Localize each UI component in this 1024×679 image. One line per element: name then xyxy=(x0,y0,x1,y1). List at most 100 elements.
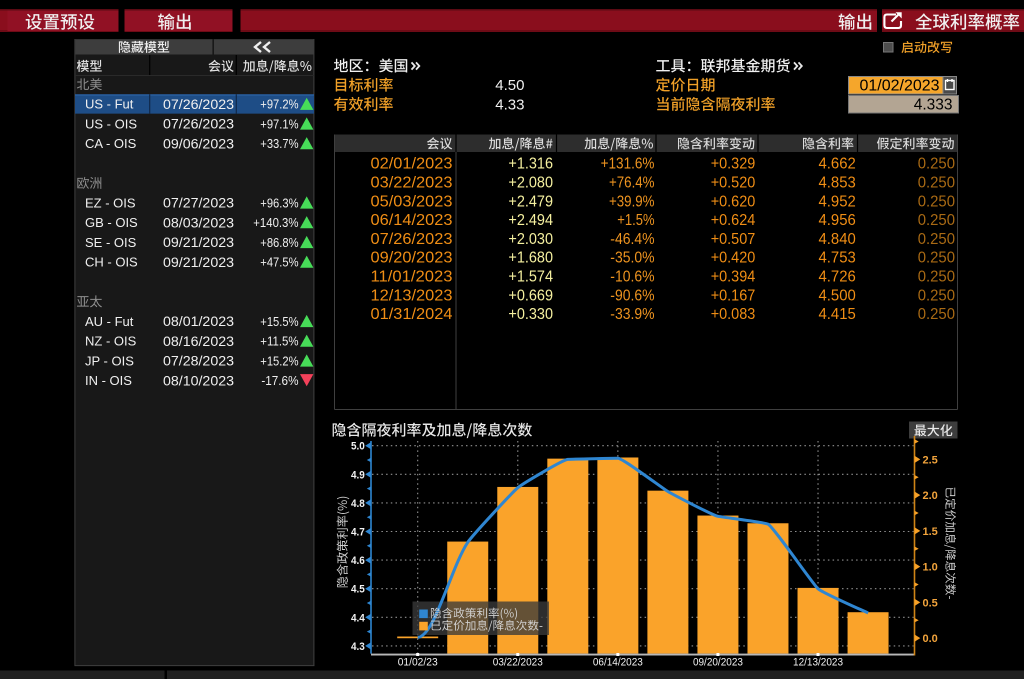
svg-text:06/14/2023: 06/14/2023 xyxy=(371,212,453,229)
svg-text:0.5: 0.5 xyxy=(923,597,938,609)
svg-text:4.8: 4.8 xyxy=(351,498,365,510)
svg-text:+2.080: +2.080 xyxy=(508,175,553,192)
svg-text:+2.479: +2.479 xyxy=(508,193,553,210)
svg-text:4.500: 4.500 xyxy=(819,287,857,304)
svg-text:4.9: 4.9 xyxy=(351,469,365,481)
svg-text:+0.167: +0.167 xyxy=(711,287,756,304)
svg-text:+15.5%: +15.5% xyxy=(260,314,299,329)
svg-text:+0.624: +0.624 xyxy=(711,212,756,229)
svg-text:12/13/2023: 12/13/2023 xyxy=(793,656,843,668)
svg-text:-10.6%: -10.6% xyxy=(610,269,654,286)
svg-text:+0.083: +0.083 xyxy=(711,306,756,323)
svg-text:+1.574: +1.574 xyxy=(508,269,553,286)
svg-text:09/21/2023: 09/21/2023 xyxy=(163,234,234,250)
svg-text:-90.6%: -90.6% xyxy=(610,287,654,304)
svg-text:07/26/2023: 07/26/2023 xyxy=(371,231,453,248)
svg-text:5.0: 5.0 xyxy=(351,441,365,453)
svg-text:03/22/2023: 03/22/2023 xyxy=(371,175,453,192)
svg-text:+0.620: +0.620 xyxy=(711,193,756,210)
svg-text:+0.507: +0.507 xyxy=(711,231,756,248)
svg-text:+86.8%: +86.8% xyxy=(260,235,299,250)
svg-text:4.50: 4.50 xyxy=(495,77,524,94)
svg-text:+33.7%: +33.7% xyxy=(260,136,299,151)
svg-text:08/10/2023: 08/10/2023 xyxy=(163,372,234,388)
svg-text:+1.316: +1.316 xyxy=(508,156,553,173)
svg-text:2.0: 2.0 xyxy=(923,490,938,502)
svg-text:4.7: 4.7 xyxy=(351,527,365,539)
svg-text:12/13/2023: 12/13/2023 xyxy=(371,287,453,304)
svg-text:01/31/2024: 01/31/2024 xyxy=(371,306,453,323)
svg-text:08/03/2023: 08/03/2023 xyxy=(163,214,234,230)
svg-text:07/26/2023: 07/26/2023 xyxy=(163,96,234,112)
svg-text:EZ - OIS: EZ - OIS xyxy=(85,195,136,210)
svg-text:4.753: 4.753 xyxy=(819,250,856,267)
svg-text:07/26/2023: 07/26/2023 xyxy=(163,116,234,132)
svg-text:03/22/2023: 03/22/2023 xyxy=(493,656,543,668)
svg-text:+0.420: +0.420 xyxy=(711,250,756,267)
svg-text:4.726: 4.726 xyxy=(819,269,856,286)
svg-text:+76.4%: +76.4% xyxy=(609,175,655,192)
svg-text:07/27/2023: 07/27/2023 xyxy=(163,195,234,211)
svg-text:0.250: 0.250 xyxy=(918,175,956,192)
svg-text:-35.0%: -35.0% xyxy=(610,250,654,267)
svg-text:09/20/2023: 09/20/2023 xyxy=(371,250,453,267)
svg-text:+96.3%: +96.3% xyxy=(260,195,299,210)
svg-text:06/14/2023: 06/14/2023 xyxy=(593,656,643,668)
svg-text:4.4: 4.4 xyxy=(351,612,366,624)
svg-text:09/20/2023: 09/20/2023 xyxy=(693,656,743,668)
svg-text:+0.329: +0.329 xyxy=(711,156,756,173)
svg-text:0.250: 0.250 xyxy=(918,212,956,229)
svg-text:4.33: 4.33 xyxy=(495,96,524,113)
svg-text:1.0: 1.0 xyxy=(923,562,938,574)
svg-text:-17.6%: -17.6% xyxy=(261,373,298,388)
svg-text:+1.680: +1.680 xyxy=(508,250,553,267)
svg-text:0.250: 0.250 xyxy=(918,250,956,267)
svg-text:0.250: 0.250 xyxy=(918,231,956,248)
svg-text:NZ - OIS: NZ - OIS xyxy=(85,334,137,349)
svg-text:US - Fut: US - Fut xyxy=(85,97,134,112)
svg-text:4.662: 4.662 xyxy=(819,156,856,173)
svg-text:4.415: 4.415 xyxy=(819,306,856,323)
svg-text:+2.494: +2.494 xyxy=(508,212,553,229)
svg-text:+2.030: +2.030 xyxy=(508,231,553,248)
svg-text:0.250: 0.250 xyxy=(918,287,956,304)
svg-text:0.250: 0.250 xyxy=(918,306,956,323)
svg-text:CH - OIS: CH - OIS xyxy=(85,255,138,270)
svg-text:2.5: 2.5 xyxy=(923,454,938,466)
svg-text:SE - OIS: SE - OIS xyxy=(85,235,137,250)
svg-text:JP - OIS: JP - OIS xyxy=(85,353,134,368)
svg-text:+140.3%: +140.3% xyxy=(253,215,299,230)
svg-text:4.952: 4.952 xyxy=(819,193,856,210)
svg-text:4.840: 4.840 xyxy=(819,231,857,248)
svg-text:11/01/2023: 11/01/2023 xyxy=(371,269,453,286)
svg-text:08/01/2023: 08/01/2023 xyxy=(163,313,234,329)
svg-text:+11.5%: +11.5% xyxy=(260,334,299,349)
svg-text:+0.394: +0.394 xyxy=(711,269,756,286)
svg-text:+0.330: +0.330 xyxy=(508,306,553,323)
svg-text:+0.520: +0.520 xyxy=(711,175,756,192)
svg-text:US - OIS: US - OIS xyxy=(85,116,137,131)
svg-text:05/03/2023: 05/03/2023 xyxy=(371,193,453,210)
svg-text:+0.669: +0.669 xyxy=(508,287,553,304)
svg-text:-46.4%: -46.4% xyxy=(610,231,654,248)
svg-text:+15.2%: +15.2% xyxy=(260,353,299,368)
svg-text:4.333: 4.333 xyxy=(914,97,953,114)
svg-text:-33.9%: -33.9% xyxy=(610,306,654,323)
svg-text:09/21/2023: 09/21/2023 xyxy=(163,254,234,270)
svg-text:4.5: 4.5 xyxy=(351,584,365,596)
svg-text:1.5: 1.5 xyxy=(923,526,938,538)
svg-text:4.3: 4.3 xyxy=(351,641,365,653)
svg-text:+1.5%: +1.5% xyxy=(617,212,654,229)
svg-text:08/16/2023: 08/16/2023 xyxy=(163,333,234,349)
svg-text:07/28/2023: 07/28/2023 xyxy=(163,353,234,369)
svg-text:0.0: 0.0 xyxy=(923,633,938,645)
svg-text:+47.5%: +47.5% xyxy=(260,255,299,270)
svg-text:+97.2%: +97.2% xyxy=(260,97,299,112)
svg-text:0.250: 0.250 xyxy=(918,269,956,286)
svg-text:02/01/2023: 02/01/2023 xyxy=(371,156,453,173)
svg-text:+131.6%: +131.6% xyxy=(601,156,655,173)
svg-text:CA - OIS: CA - OIS xyxy=(85,136,137,151)
svg-text:AU - Fut: AU - Fut xyxy=(85,314,134,329)
svg-text:0.250: 0.250 xyxy=(918,193,956,210)
svg-text:4.853: 4.853 xyxy=(819,175,856,192)
